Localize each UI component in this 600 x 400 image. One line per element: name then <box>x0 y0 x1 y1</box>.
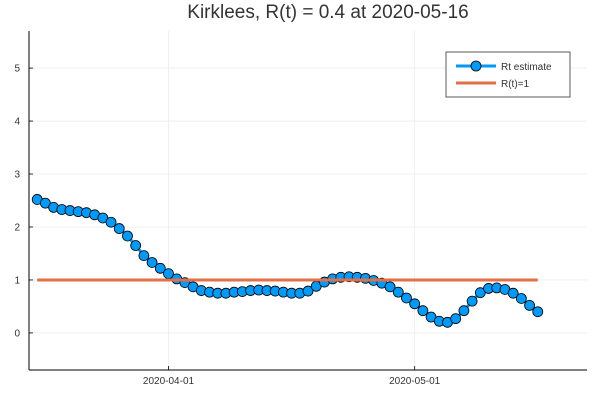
data-point <box>401 292 412 304</box>
data-point <box>146 257 158 268</box>
data-point <box>122 230 133 242</box>
y-axis-ticks: 0 1 2 3 4 5 <box>14 64 33 339</box>
legend: Rt estimate R(t)=1 <box>445 51 571 98</box>
y-tick-label: 2 <box>14 222 20 233</box>
y-tick-label: 0 <box>14 328 20 339</box>
series-layer <box>31 194 544 328</box>
x-axis-ticks: 2020-04-01 2020-05-01 <box>143 366 441 387</box>
data-point <box>302 285 314 297</box>
data-point <box>113 223 125 234</box>
chart-title: Kirklees, R(t) = 0.4 at 2020-05-16 <box>187 2 468 23</box>
data-point <box>417 305 429 317</box>
data-point <box>450 313 462 325</box>
y-tick-label: 4 <box>14 117 20 128</box>
data-point <box>515 293 527 304</box>
data-point <box>507 287 519 299</box>
y-tick-label: 5 <box>14 64 20 75</box>
data-point <box>458 305 470 317</box>
legend-r1-label: R(t)=1 <box>501 79 530 90</box>
data-point <box>138 250 150 261</box>
series-rt-estimate <box>31 194 544 328</box>
x-tick-label: 2020-04-01 <box>143 376 195 387</box>
y-tick-label: 3 <box>14 170 20 181</box>
legend-rt-label: Rt estimate <box>501 62 552 73</box>
data-point <box>154 262 166 274</box>
data-point <box>532 306 544 318</box>
data-point <box>466 295 478 307</box>
legend-rt-marker <box>470 60 482 72</box>
data-point <box>409 298 421 310</box>
data-point <box>524 299 535 311</box>
data-point <box>384 281 396 293</box>
legend-box <box>445 51 571 98</box>
data-point <box>105 216 117 228</box>
data-point <box>392 286 404 298</box>
axes <box>28 31 587 371</box>
data-point <box>130 240 142 251</box>
x-tick-label: 2020-05-01 <box>389 376 441 387</box>
y-tick-label: 1 <box>14 275 20 286</box>
